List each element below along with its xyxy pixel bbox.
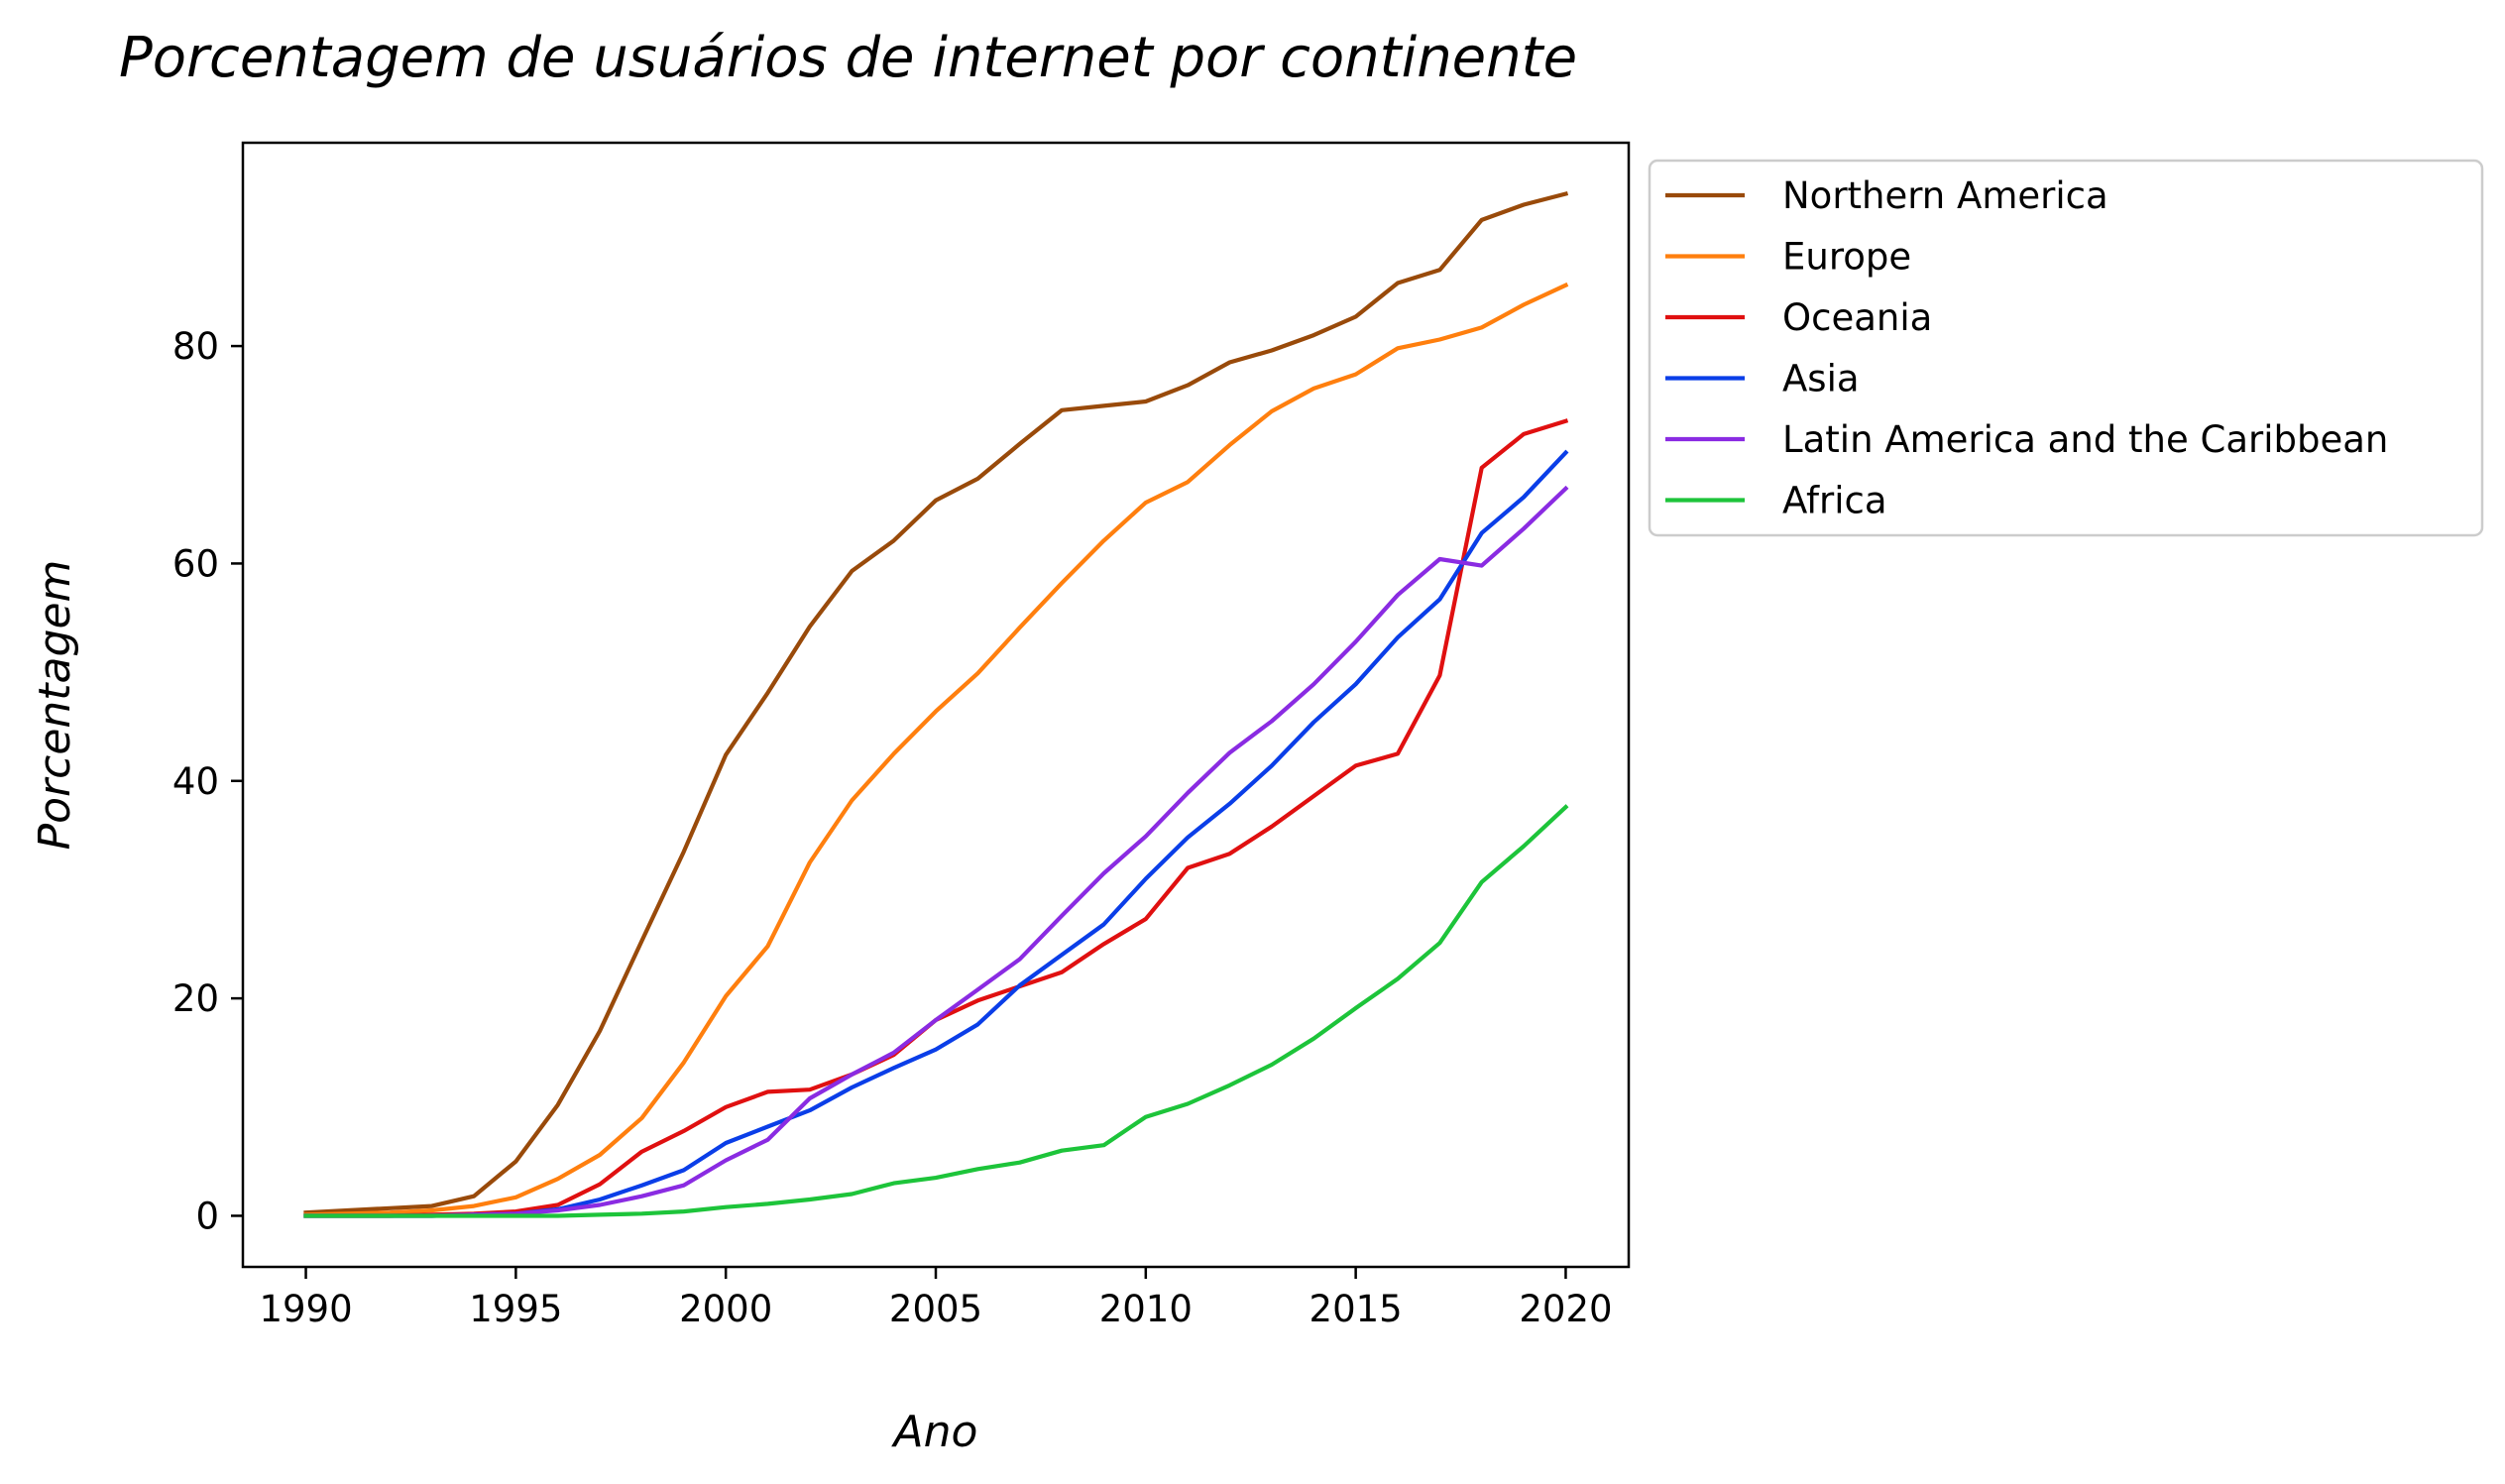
series-layer [303,190,1569,1218]
y-tick-label: 0 [195,1195,219,1237]
legend-label-2: Oceania [1782,296,1932,339]
x-tick-label: 2000 [679,1288,772,1330]
series-line-0 [303,190,1569,1215]
x-tick-label: 2005 [889,1288,982,1330]
series-line-1 [303,282,1569,1217]
series-line-3 [303,449,1569,1218]
legend-label-4: Latin America and the Caribbean [1782,418,2388,461]
x-tick-label: 2015 [1309,1288,1403,1330]
series-line-4 [303,485,1569,1218]
x-tick-label: 2020 [1519,1288,1612,1330]
legend-label-5: Africa [1782,480,1887,522]
legend-label-1: Europe [1782,236,1911,279]
y-tick-label: 40 [172,760,219,803]
series-line-2 [303,418,1569,1218]
y-tick-label: 60 [172,542,219,585]
legend-frame [1648,159,2484,537]
x-tick-label: 2010 [1099,1288,1193,1330]
y-tick-label: 20 [172,977,219,1020]
legend-label-3: Asia [1782,358,1860,400]
x-axis-label: Ano [891,1407,978,1457]
y-tick-label: 80 [172,325,219,368]
legend-label-0: Northern America [1782,174,2108,217]
x-tick-label: 1990 [259,1288,352,1330]
y-axis: 0 20 40 60 80 [172,325,243,1237]
chart-title: Porcentagem de usuários de internet por … [119,26,1577,90]
plot-frame [241,141,1631,1269]
y-axis-label: Porcentagem [30,560,80,851]
legend: Northern America Europe Oceania Asia Latin A… [1648,159,2484,537]
x-tick-label: 1995 [469,1288,562,1330]
x-axis: 1990 1995 2000 2005 2010 2015 2020 [259,1267,1613,1330]
series-line-5 [303,804,1569,1218]
legend-items: Northern America Europe Oceania Asia Latin A… [1665,174,2388,522]
